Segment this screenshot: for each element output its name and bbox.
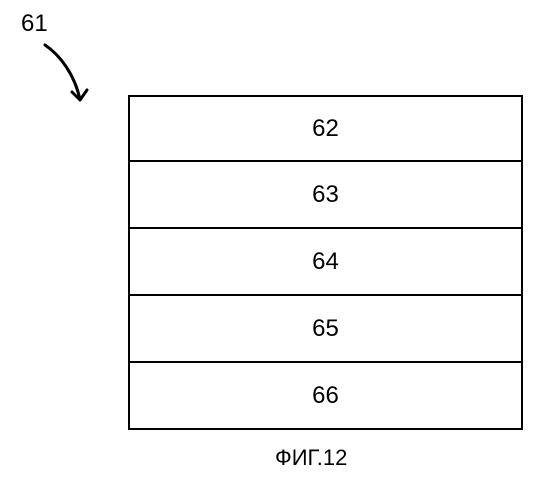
layer-label-4: 66 [312, 382, 339, 410]
layer-3: 65 [128, 296, 523, 363]
layer-stack: 62 63 64 65 66 [128, 95, 523, 430]
layer-2: 64 [128, 229, 523, 296]
layer-4: 66 [128, 363, 523, 430]
layer-label-3: 65 [312, 315, 339, 343]
pointer-arrow [0, 0, 120, 120]
layer-label-0: 62 [312, 115, 339, 143]
layer-label-1: 63 [312, 181, 339, 209]
arrow-path [45, 45, 87, 100]
layer-1: 63 [128, 162, 523, 229]
figure-caption: ФИГ.12 [275, 445, 347, 471]
layer-label-2: 64 [312, 248, 339, 276]
layer-0: 62 [128, 95, 523, 162]
